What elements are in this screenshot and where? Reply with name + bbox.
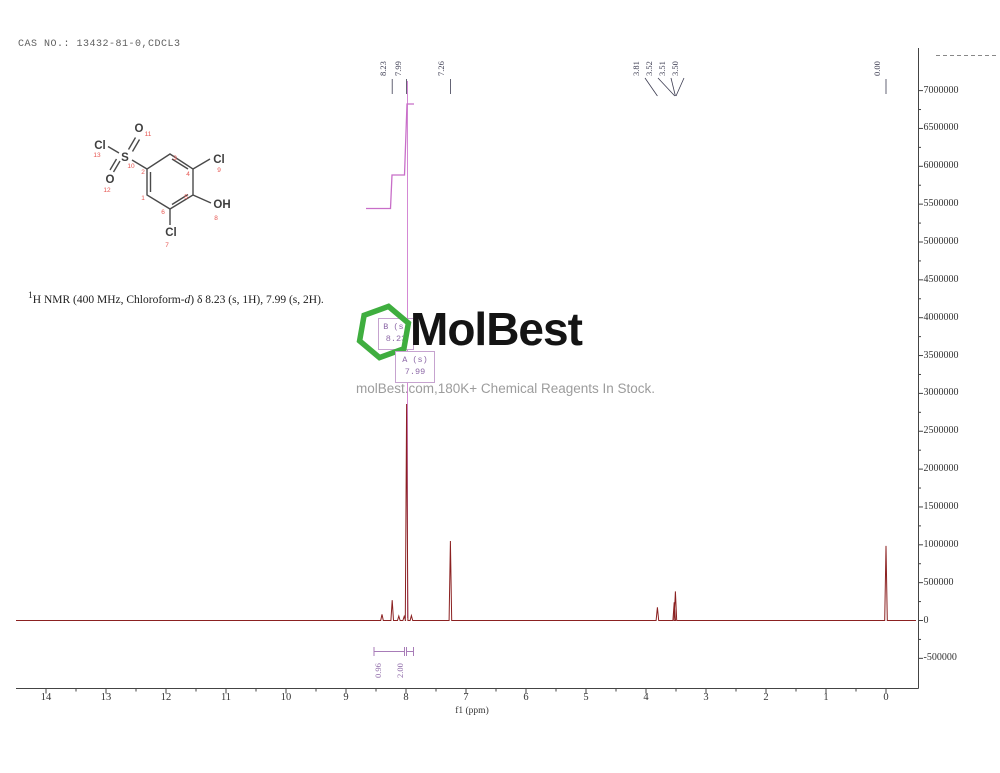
atom-label-s: S xyxy=(121,152,129,164)
integral-curve xyxy=(366,103,414,210)
peak-label-connector xyxy=(675,77,685,97)
x-tick-label: 8 xyxy=(403,692,409,703)
spectrum-line xyxy=(16,403,916,621)
spectrum-trace xyxy=(16,403,916,621)
multiplet-b-shift: 8.23 xyxy=(385,334,407,344)
atom-label-cl9: Cl xyxy=(213,154,225,166)
atom-number-7: 7 xyxy=(165,242,169,249)
integration-value: 2.00 xyxy=(395,663,405,678)
x-tick-label: 3 xyxy=(703,692,709,703)
x-tick-label: 10 xyxy=(280,692,292,703)
ring-number-2: 2 xyxy=(141,169,145,176)
y-tick-label: 1000000 xyxy=(923,538,959,550)
peak-label-connector xyxy=(657,77,676,97)
peak-shift-label: 7.26 xyxy=(436,61,447,76)
x-tick-label: 13 xyxy=(100,692,112,703)
watermark-brand: MolBest xyxy=(410,303,583,355)
y-tick-label: -500000 xyxy=(923,652,957,664)
y-tick-label: 3500000 xyxy=(923,349,959,361)
atom-numbers: 13 10 11 12 9 8 7 1 2 3 4 5 6 xyxy=(93,131,221,249)
y-tick-label: 0 xyxy=(923,614,929,626)
atom-number-8: 8 xyxy=(214,215,218,222)
peak-label-connector xyxy=(670,77,676,97)
y-tick-label: 5500000 xyxy=(923,198,959,210)
atom-number-12: 12 xyxy=(103,187,111,194)
nmr-superscript: 1 xyxy=(28,290,33,301)
ring-number-3: 3 xyxy=(173,155,177,162)
multiplet-box-a: A (s) 7.99 xyxy=(395,351,435,383)
x-tick-label: 5 xyxy=(583,692,589,703)
x-tick-label: 4 xyxy=(643,692,649,703)
hexagon-outline xyxy=(356,303,412,361)
cas-number-line: CAS NO.: 13432-81-0,CDCL3 xyxy=(18,39,181,50)
atom-label-cl13: Cl xyxy=(94,140,106,152)
y-tick-label: 7000000 xyxy=(923,84,959,96)
axis-ticks xyxy=(45,90,923,694)
y-tick-label: 5000000 xyxy=(923,236,959,247)
atom-labels: S Cl O O Cl OH Cl xyxy=(94,123,230,239)
ring-number-5: 5 xyxy=(184,194,188,201)
atom-number-13: 13 xyxy=(93,152,101,159)
y-tick-label: 6000000 xyxy=(923,160,959,172)
atom-label-oh: OH xyxy=(213,199,230,211)
multiplet-a-label: A (s) xyxy=(402,355,428,365)
y-tick-label: 2000000 xyxy=(923,463,959,475)
watermark-tagline: molBest.com,180K+ Chemical Reagents In S… xyxy=(356,381,656,396)
y-tick-label: 2500000 xyxy=(923,425,959,437)
x-tick-label: 11 xyxy=(220,692,232,703)
integration-brackets xyxy=(373,647,414,656)
x-axis-title: f1 (ppm) xyxy=(455,706,489,716)
x-tick-label: 1 xyxy=(823,692,829,703)
atom-label-o11: O xyxy=(135,123,144,135)
atom-label-cl7: Cl xyxy=(165,227,177,239)
ring-number-6: 6 xyxy=(161,209,165,216)
x-tick-label: 2 xyxy=(763,692,769,703)
y-tick-label: 4500000 xyxy=(923,273,959,285)
molecule-structure: S Cl O O Cl OH Cl 13 10 11 12 9 8 7 1 2 … xyxy=(93,123,230,249)
atom-number-11: 11 xyxy=(145,131,152,138)
peak-shift-label: 3.50 xyxy=(670,61,680,76)
peak-shift-label: 8.23 xyxy=(378,61,389,76)
ring-number-1: 1 xyxy=(141,195,145,202)
integration-value: 0.96 xyxy=(372,663,383,678)
y-tick-label: 4000000 xyxy=(923,311,959,323)
multiplet-a-shift: 7.99 xyxy=(404,367,426,377)
nmr-text-main: H NMR (400 MHz, Chloroform- xyxy=(32,293,185,306)
y-tick-label: 6500000 xyxy=(923,122,959,134)
y-tick-label: 1500000 xyxy=(923,500,959,512)
bond-lines xyxy=(107,137,212,225)
y-tick-label: 3000000 xyxy=(923,387,959,399)
y-tick-label: 500000 xyxy=(923,576,954,588)
peak-shift-label: 3.51 xyxy=(657,61,667,76)
x-tick-label: 6 xyxy=(523,692,529,703)
atom-number-9: 9 xyxy=(217,167,221,174)
atom-number-10: 10 xyxy=(127,163,135,170)
atom-label-o12: O xyxy=(106,174,115,186)
peak-label-connectors xyxy=(391,77,887,97)
x-tick-label: 14 xyxy=(40,692,52,703)
peak-shift-label: 7.99 xyxy=(392,61,403,76)
nmr-summary-text: 1H NMR (400 MHz, Chloroform-d) δ 8.23 (s… xyxy=(28,290,324,306)
peak-shift-label: 0.00 xyxy=(872,61,882,76)
x-tick-label: 0 xyxy=(883,692,889,703)
x-tick-label: 9 xyxy=(343,692,349,703)
nmr-text-shifts: ) δ 8.23 (s, 1H), 7.99 (s, 2H). xyxy=(190,293,324,306)
x-tick-label: 7 xyxy=(463,692,469,703)
peak-shift-label: 3.81 xyxy=(631,61,641,76)
molbest-hexagon-logo xyxy=(356,303,412,361)
ring-number-4: 4 xyxy=(186,171,190,178)
nmr-text-italic-d: d xyxy=(184,293,191,306)
peak-label-connector xyxy=(644,77,658,97)
multiplet-b-label: B (s) xyxy=(383,322,409,332)
x-tick-label: 12 xyxy=(160,692,172,703)
peak-shift-label: 3.52 xyxy=(644,61,654,76)
